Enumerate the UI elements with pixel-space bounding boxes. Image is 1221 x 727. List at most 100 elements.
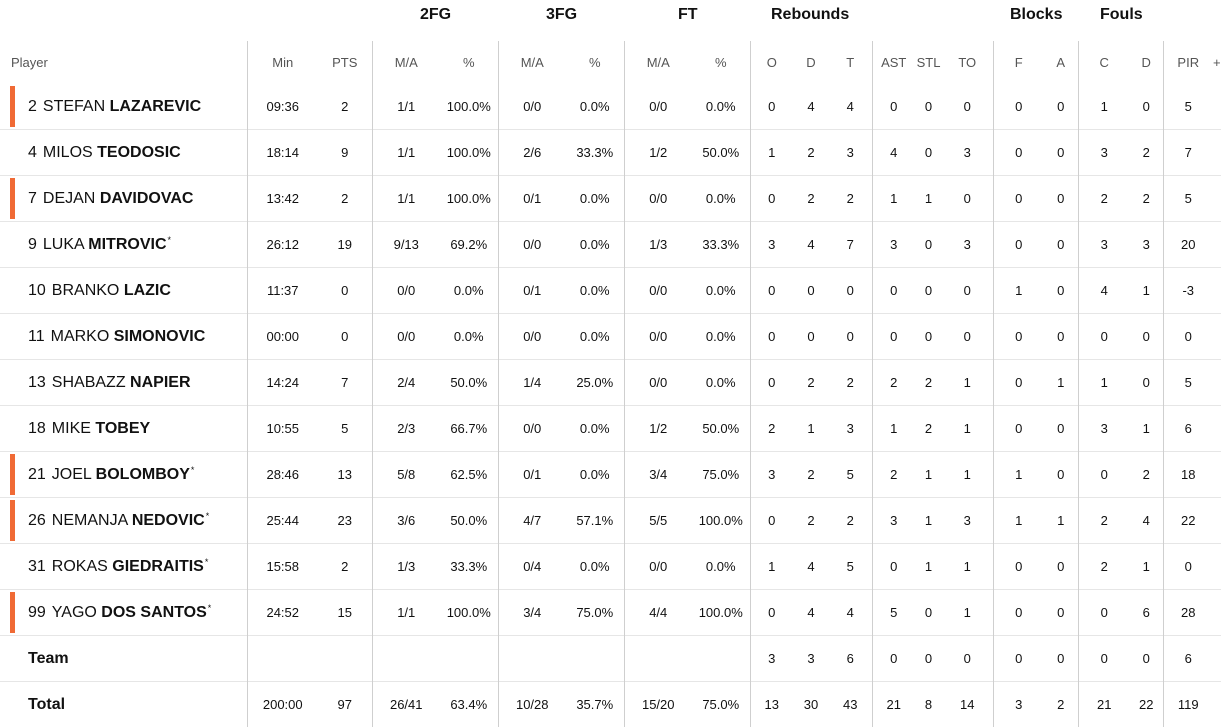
cell-steals: 2 [915, 406, 942, 452]
cell-3fg-percent: 33.3% [566, 130, 624, 176]
col-ast[interactable]: AST [872, 41, 915, 84]
cell-points: 0 [318, 268, 372, 314]
col-ft-ma[interactable]: M/A [624, 41, 692, 84]
cell-3fg-made-attempted: 0/0 [498, 222, 566, 268]
cell-points: 23 [318, 498, 372, 544]
cell-fouls-drawn: 0 [1130, 360, 1163, 406]
cell-fouls-committed: 3 [1078, 222, 1130, 268]
cell-ft-percent: 0.0% [692, 544, 750, 590]
player-last-name: NAPIER [130, 374, 190, 391]
col-reb-d[interactable]: D [793, 41, 829, 84]
cell-2fg-made-attempted: 1/1 [372, 590, 440, 636]
col-pts[interactable]: PTS [318, 41, 372, 84]
cell-fouls-committed: 1 [1078, 84, 1130, 130]
col-reb-o[interactable]: O [750, 41, 793, 84]
cell-points: 2 [318, 176, 372, 222]
cell-blocks-against: 0 [1044, 222, 1078, 268]
group-fouls: Fouls [1100, 6, 1143, 24]
cell-2fg-made-attempted [372, 636, 440, 682]
col-2fg-ma[interactable]: M/A [372, 41, 440, 84]
more-columns-button[interactable]: + [1213, 41, 1221, 84]
cell-2fg-percent: 62.5% [440, 452, 498, 498]
col-ft-pct[interactable]: % [692, 41, 750, 84]
group-2fg: 2FG [420, 6, 451, 24]
col-min[interactable]: Min [247, 41, 318, 84]
player-mark: * [206, 511, 210, 521]
cell-fouls-committed: 3 [1078, 130, 1130, 176]
cell-ft-made-attempted: 5/5 [624, 498, 692, 544]
cell-3fg-made-attempted: 4/7 [498, 498, 566, 544]
col-reb-t[interactable]: T [829, 41, 872, 84]
col-foul-d[interactable]: D [1130, 41, 1163, 84]
col-3fg-ma[interactable]: M/A [498, 41, 566, 84]
cell-3fg-made-attempted: 3/4 [498, 590, 566, 636]
cell-pir: 0 [1163, 314, 1213, 360]
cell-3fg-percent: 0.0% [566, 406, 624, 452]
cell-minutes: 26:12 [247, 222, 318, 268]
col-pir[interactable]: PIR [1163, 41, 1213, 84]
col-2fg-pct[interactable]: % [440, 41, 498, 84]
col-3fg-pct[interactable]: % [566, 41, 624, 84]
cell-blocks-favor: 0 [993, 222, 1044, 268]
starter-indicator [10, 500, 15, 541]
cell-reb-total: 3 [829, 130, 872, 176]
cell-minutes: 18:14 [247, 130, 318, 176]
cell-2fg-percent: 100.0% [440, 130, 498, 176]
cell-turnovers: 14 [942, 682, 993, 727]
cell-minutes: 11:37 [247, 268, 318, 314]
cell-3fg-made-attempted: 0/1 [498, 452, 566, 498]
cell-blocks-favor: 0 [993, 84, 1044, 130]
cell-turnovers: 1 [942, 360, 993, 406]
cell-3fg-percent: 0.0% [566, 314, 624, 360]
col-stl[interactable]: STL [915, 41, 942, 84]
cell-reb-total: 0 [829, 268, 872, 314]
cell-blocks-against: 0 [1044, 130, 1078, 176]
player-last-name: DOS SANTOS [101, 604, 207, 621]
cell-reb-total: 0 [829, 314, 872, 360]
cell-blocks-against: 0 [1044, 544, 1078, 590]
col-player[interactable]: Player [0, 41, 247, 84]
cell-reb-offensive: 1 [750, 544, 793, 590]
cell-reb-offensive: 3 [750, 452, 793, 498]
cell-points: 2 [318, 544, 372, 590]
cell-points: 9 [318, 130, 372, 176]
cell-minutes: 14:24 [247, 360, 318, 406]
col-foul-c[interactable]: C [1078, 41, 1130, 84]
cell-minutes: 10:55 [247, 406, 318, 452]
cell-assists: 0 [872, 268, 915, 314]
cell-3fg-percent: 0.0% [566, 544, 624, 590]
cell-fouls-drawn: 2 [1130, 452, 1163, 498]
cell-3fg-made-attempted: 0/1 [498, 176, 566, 222]
col-to[interactable]: TO [942, 41, 993, 84]
col-blk-a[interactable]: A [1044, 41, 1078, 84]
cell-reb-defensive: 4 [793, 544, 829, 590]
cell-3fg-percent: 35.7% [566, 682, 624, 727]
cell-pir: 6 [1163, 636, 1213, 682]
cell-pir: 5 [1163, 360, 1213, 406]
cell-reb-total: 2 [829, 360, 872, 406]
cell-fouls-drawn: 22 [1130, 682, 1163, 727]
cell-fouls-drawn: 2 [1130, 130, 1163, 176]
cell-minutes [247, 636, 318, 682]
cell-turnovers: 0 [942, 84, 993, 130]
col-blk-f[interactable]: F [993, 41, 1044, 84]
cell-2fg-made-attempted: 2/3 [372, 406, 440, 452]
cell-points: 2 [318, 84, 372, 130]
player-number: 11 [28, 328, 45, 346]
player-first-name: ROKAS [52, 558, 108, 575]
player-first-name: STEFAN [43, 98, 105, 115]
